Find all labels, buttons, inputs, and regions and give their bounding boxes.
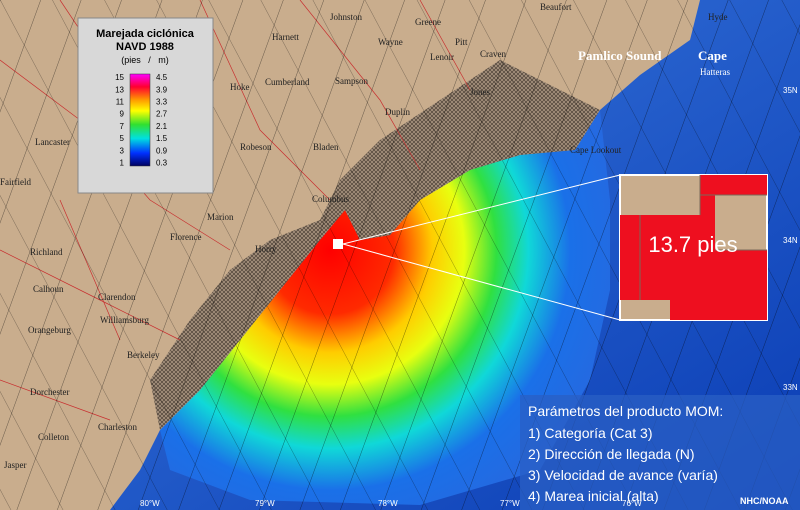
- place-label: Fairfield: [0, 177, 31, 187]
- coordinate-label: 33N: [783, 383, 798, 392]
- place-label: Johnston: [330, 12, 363, 22]
- place-label: Pitt: [455, 37, 468, 47]
- place-label: Cumberland: [265, 77, 310, 87]
- place-label: Lenoir: [430, 52, 454, 62]
- coordinate-label: 79°W: [255, 499, 275, 508]
- callout-lines: [342, 174, 621, 321]
- legend-feet: 5: [120, 134, 125, 143]
- place-label: Duplin: [385, 107, 411, 117]
- parameter-item: 4) Marea inicial (alta): [528, 488, 659, 504]
- place-label: Richland: [30, 247, 63, 257]
- parameter-item: 3) Velocidad de avance (varía): [528, 467, 718, 483]
- credit: NHC/NOAA: [740, 496, 789, 506]
- legend-meters: 2.1: [156, 122, 168, 131]
- water-label: Hatteras: [700, 67, 730, 77]
- coordinate-label: 76°W: [622, 499, 642, 508]
- parameter-item: 2) Dirección de llegada (N): [528, 446, 695, 462]
- place-label: Dorchester: [30, 387, 69, 397]
- legend-feet: 7: [120, 122, 125, 131]
- place-label: Hoke: [230, 82, 250, 92]
- legend-feet: 13: [115, 85, 124, 94]
- place-label: Florence: [170, 232, 202, 242]
- place-label: Lancaster: [35, 137, 70, 147]
- coordinate-label: 34N: [783, 236, 798, 245]
- place-label: Greene: [415, 17, 441, 27]
- inset: 13.7 pies: [619, 174, 768, 321]
- legend-units: (pies / m): [121, 55, 169, 65]
- legend-meters: 1.5: [156, 134, 168, 143]
- point-marker: [333, 239, 343, 249]
- legend-feet: 9: [120, 110, 125, 119]
- legend-feet: 3: [120, 146, 125, 155]
- place-label: Columbus: [312, 194, 350, 204]
- place-label: Craven: [480, 49, 506, 59]
- place-label: Cape Lookout: [570, 145, 622, 155]
- legend-feet: 11: [116, 98, 125, 107]
- parameters-box: [520, 395, 800, 510]
- place-label: Wayne: [378, 37, 403, 47]
- coordinate-label: 80°W: [140, 499, 160, 508]
- place-label: Bladen: [313, 142, 339, 152]
- place-label: Jones: [470, 87, 490, 97]
- place-label: Clarendon: [98, 292, 136, 302]
- water-label: Cape: [698, 48, 727, 63]
- legend-title: Marejada ciclónica: [96, 28, 195, 40]
- legend-meters: 0.3: [156, 159, 168, 168]
- place-label: Berkeley: [127, 350, 160, 360]
- place-label: Marion: [207, 212, 234, 222]
- place-label: Jasper: [4, 460, 27, 470]
- legend-meters: 3.3: [156, 98, 168, 107]
- coordinate-label: 78°W: [378, 499, 398, 508]
- parameters-title: Parámetros del producto MOM:: [528, 403, 723, 419]
- place-label: Calhoun: [33, 284, 64, 294]
- place-label: Harnett: [272, 32, 299, 42]
- legend-meters: 3.9: [156, 85, 168, 94]
- coordinate-label: 35N: [783, 86, 798, 95]
- coordinate-label: 77°W: [500, 499, 520, 508]
- parameter-item: 1) Categoría (Cat 3): [528, 425, 653, 441]
- place-label: Charleston: [98, 422, 137, 432]
- place-label: Williamsburg: [100, 315, 149, 325]
- place-label: Robeson: [240, 142, 272, 152]
- legend-feet: 1: [120, 159, 125, 168]
- place-label: Beaufort: [540, 2, 572, 12]
- legend-meters: 2.7: [156, 110, 168, 119]
- place-label: Colleton: [38, 432, 69, 442]
- legend: Marejada ciclónica NAVD 1988 (pies / m): [77, 17, 214, 194]
- place-label: Sampson: [335, 76, 369, 86]
- legend-datum: NAVD 1988: [116, 41, 174, 53]
- place-label: Horry: [255, 244, 277, 254]
- water-label: Pamlico Sound: [578, 48, 662, 63]
- legend-meters: 4.5: [156, 73, 168, 82]
- inset-label: 13.7 pies: [648, 232, 737, 257]
- place-label: Orangeburg: [28, 325, 71, 335]
- place-label: Hyde: [708, 12, 728, 22]
- legend-feet: 15: [115, 73, 124, 82]
- legend-meters: 0.9: [156, 146, 168, 155]
